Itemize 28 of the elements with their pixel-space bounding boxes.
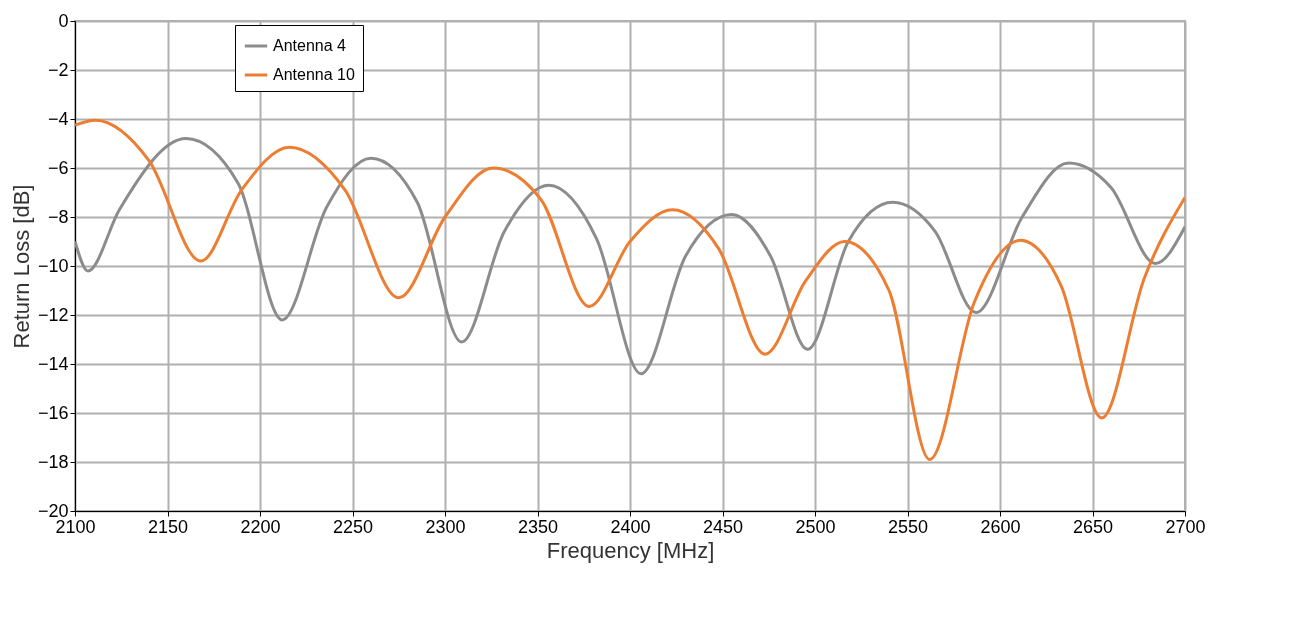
- line-series: [75, 118, 1185, 462]
- y-tick-label: −12: [37, 304, 69, 325]
- x-tick-label: 2150: [147, 516, 189, 537]
- x-tick-label: 2500: [795, 516, 836, 537]
- x-tick-label: 2200: [240, 516, 281, 537]
- x-tick-label: 2600: [980, 516, 1021, 537]
- x-tick-label: 2300: [425, 516, 466, 537]
- x-tick-label: 2650: [1072, 516, 1114, 537]
- y-tick-label: −14: [37, 353, 69, 374]
- x-tick-label: 2450: [702, 516, 744, 537]
- x-axis-title: Frequency [MHz]: [546, 537, 715, 563]
- y-tick-label: −10: [37, 255, 69, 276]
- x-tick-label: 2700: [1165, 516, 1206, 537]
- y-tick-label: −18: [37, 451, 69, 472]
- y-axis-title: Return Loss [dB]: [8, 184, 34, 349]
- y-tick-label: 0: [58, 10, 69, 31]
- x-tick-label: 2350: [517, 516, 559, 537]
- y-tick-label: −2: [47, 59, 69, 80]
- y-tick-label: −4: [47, 108, 69, 129]
- x-tick-label: 2400: [610, 516, 651, 537]
- line-series: [75, 137, 1185, 376]
- x-tick-label: 2550: [887, 516, 929, 537]
- y-tick-label: −16: [37, 402, 69, 423]
- y-tick-label: −6: [47, 157, 69, 178]
- x-tick-label: 2250: [332, 516, 374, 537]
- y-tick-label: −8: [47, 206, 69, 227]
- legend-label: Antenna 10: [273, 66, 355, 83]
- legend-label: Antenna 4: [273, 37, 347, 54]
